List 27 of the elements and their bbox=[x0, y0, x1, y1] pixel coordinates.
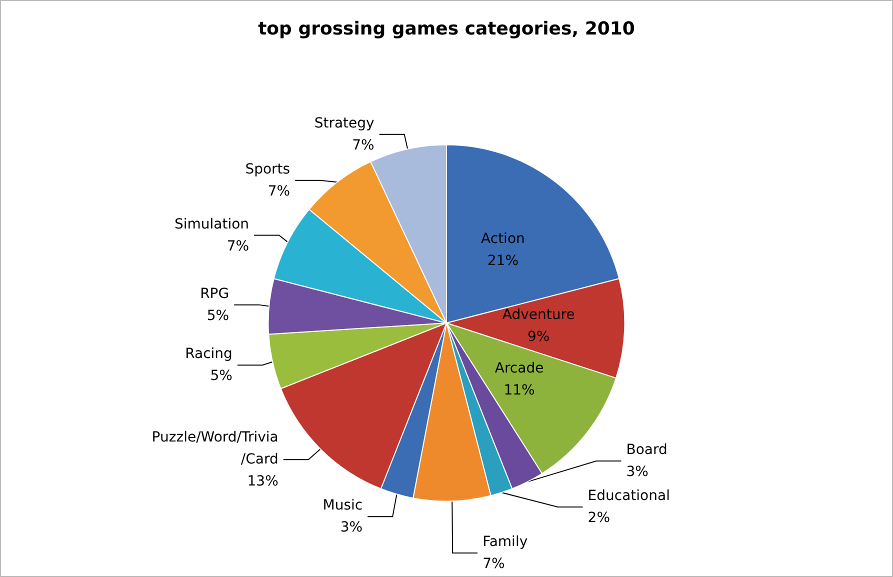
data-label: 3% bbox=[626, 464, 648, 480]
slice-label: Action bbox=[481, 231, 525, 248]
slice-label: Adventure bbox=[502, 306, 575, 323]
data-label: 7% bbox=[226, 238, 250, 254]
slice-label: Racing bbox=[185, 346, 232, 362]
slice-label: RPG bbox=[200, 286, 230, 302]
slice-label: Family bbox=[482, 534, 528, 550]
slice-label: Simulation bbox=[174, 216, 250, 232]
chart-title: top grossing games categories, 2010 bbox=[258, 18, 635, 40]
slice-label: Sports bbox=[245, 161, 290, 178]
data-label: 3% bbox=[340, 520, 363, 536]
data-label: 7% bbox=[268, 183, 290, 200]
data-label: 21% bbox=[487, 253, 519, 270]
slice-label: Strategy bbox=[314, 115, 374, 132]
slice-label: Arcade bbox=[494, 360, 544, 376]
data-label: 13% bbox=[247, 474, 278, 490]
data-label: 9% bbox=[527, 328, 550, 345]
data-label: 11% bbox=[504, 382, 535, 398]
slice-label: Board bbox=[626, 442, 668, 458]
slice-label: Educational bbox=[588, 488, 670, 504]
data-label: 5% bbox=[206, 308, 230, 324]
slice-label: Puzzle/Word/Trivia/Card bbox=[152, 430, 278, 468]
data-label: 7% bbox=[352, 137, 374, 154]
data-label: 7% bbox=[482, 556, 505, 572]
data-label: 5% bbox=[210, 368, 232, 384]
slice-label: Music bbox=[322, 498, 363, 514]
data-label: 2% bbox=[588, 510, 610, 526]
